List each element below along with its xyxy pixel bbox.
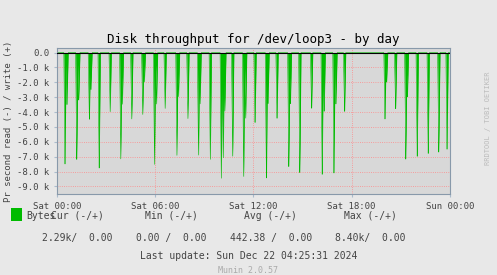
Text: RRDTOOL / TOBI OETIKER: RRDTOOL / TOBI OETIKER — [485, 72, 491, 165]
Title: Disk throughput for /dev/loop3 - by day: Disk throughput for /dev/loop3 - by day — [107, 32, 400, 46]
Text: 0.00 /  0.00: 0.00 / 0.00 — [136, 233, 207, 243]
Text: Min (-/+): Min (-/+) — [145, 211, 198, 221]
Text: 442.38 /  0.00: 442.38 / 0.00 — [230, 233, 312, 243]
Text: 8.40k/  0.00: 8.40k/ 0.00 — [335, 233, 406, 243]
Y-axis label: Pr second read (-) / write (+): Pr second read (-) / write (+) — [4, 40, 13, 202]
Text: Bytes: Bytes — [26, 211, 55, 221]
Text: Last update: Sun Dec 22 04:25:31 2024: Last update: Sun Dec 22 04:25:31 2024 — [140, 251, 357, 261]
Text: Avg (-/+): Avg (-/+) — [245, 211, 297, 221]
Text: Munin 2.0.57: Munin 2.0.57 — [219, 266, 278, 274]
Text: Max (-/+): Max (-/+) — [344, 211, 397, 221]
Text: 2.29k/  0.00: 2.29k/ 0.00 — [42, 233, 112, 243]
Text: Cur (-/+): Cur (-/+) — [51, 211, 103, 221]
